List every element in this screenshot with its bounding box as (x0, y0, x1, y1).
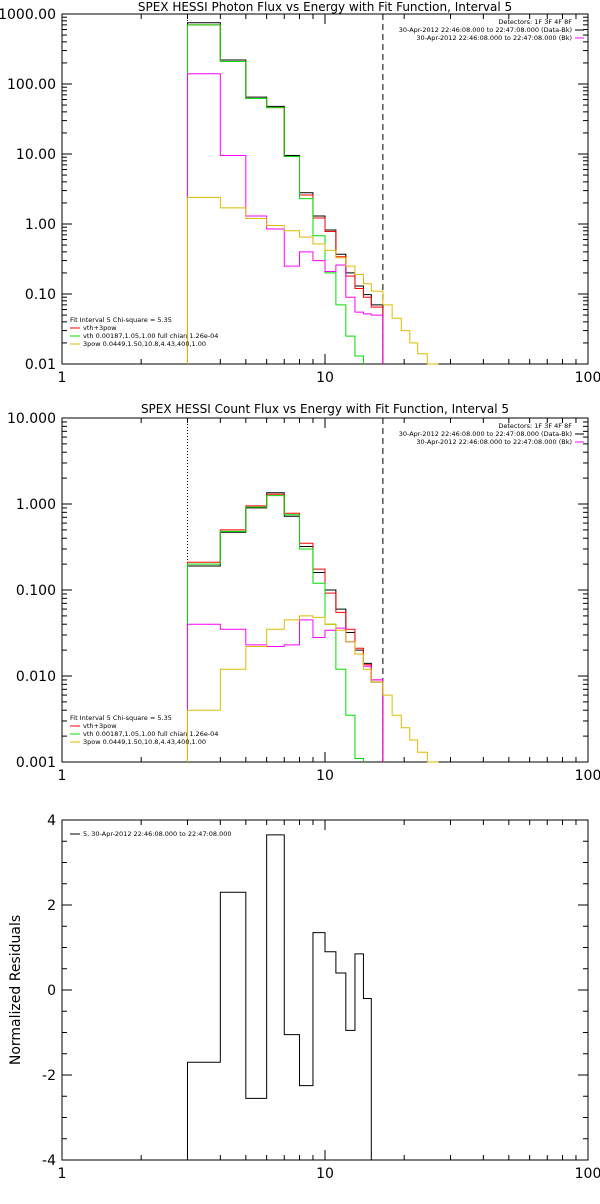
count-series-2 (186, 495, 364, 762)
photon-info-line: 30-Apr-2012 22:46:08.000 to 22:47:08.000… (399, 26, 572, 34)
count-series-0 (186, 492, 384, 762)
photon-legend-line: 3pow 0.0449,1.50,10.8,4.43,400,1.00 (83, 340, 206, 348)
residuals-xtick-label: 10 (316, 1166, 334, 1182)
photon-title: SPEX HESSI Photon Flux vs Energy with Fi… (138, 0, 512, 14)
photon-legend-line: vth+3pow (83, 324, 117, 332)
count-info-line: Detectors: 1F 3F 4F 8F (498, 422, 572, 430)
count-ytick-label: 0.001 (16, 755, 56, 771)
residuals-legend-line: 5, 30-Apr-2012 22:46:08.000 to 22:47:08.… (83, 830, 232, 838)
count-info-line: 30-Apr-2012 22:46:08.000 to 22:47:08.000… (416, 438, 572, 446)
residuals-xtick-label: 1 (58, 1166, 67, 1182)
photon-info-line: 30-Apr-2012 22:46:08.000 to 22:47:08.000… (416, 34, 572, 42)
count-title: SPEX HESSI Count Flux vs Energy with Fit… (141, 402, 509, 416)
count-xtick-label: 1 (58, 768, 67, 784)
count-ytick-label: 10.000 (7, 411, 56, 427)
photon-ytick-label: 10.00 (16, 147, 56, 163)
count-xtick-label: 10 (316, 768, 334, 784)
photon-series-1 (186, 24, 384, 364)
photon-ytick-label: 0.10 (25, 287, 56, 303)
photon-legend-line: Fit Interval 5 Chi-square = 5.35 (70, 316, 172, 324)
residuals-ytick-label: 0 (47, 983, 56, 999)
residuals-ytick-label: 2 (47, 898, 56, 914)
photon-axes-frame (61, 13, 589, 365)
count-ytick-label: 1.000 (16, 497, 56, 513)
photon-xtick-label: 10 (316, 370, 334, 386)
count-series-1 (186, 493, 384, 762)
count-series-4 (186, 615, 439, 763)
residuals-ytick-label: -4 (42, 1153, 56, 1169)
residuals-axes-frame (61, 819, 589, 1161)
count-ytick-label: 0.100 (16, 583, 56, 599)
photon-series-2 (186, 24, 364, 364)
photon-series-3 (186, 73, 384, 364)
count-series-3 (186, 619, 384, 762)
photon-ytick-label: 0.01 (25, 357, 56, 373)
photon-ytick-label: 100.00 (7, 77, 56, 93)
residuals-ytick-label: -2 (42, 1068, 56, 1084)
residuals-xtick-label: 100 (575, 1166, 600, 1182)
count-legend-line: vth 0.00187,1.05,1.00 full chian 1.26e-0… (83, 730, 218, 738)
photon-ytick-label: 1.00 (25, 217, 56, 233)
residuals-ylabel: Normalized Residuals (8, 915, 24, 1065)
photon-xtick-label: 100 (575, 370, 600, 386)
count-legend-line: 3pow 0.0449,1.50,10.8,4.43,400,1.00 (83, 738, 206, 746)
photon-info-line: Detectors: 1F 3F 4F 8F (498, 18, 572, 26)
photon-ytick-label: 1000.00 (0, 7, 56, 23)
count-info-line: 30-Apr-2012 22:46:08.000 to 22:47:08.000… (399, 430, 572, 438)
count-legend-line: Fit Interval 5 Chi-square = 5.35 (70, 714, 172, 722)
residuals-series-0 (186, 834, 372, 1160)
photon-series-4 (186, 196, 439, 365)
count-ytick-label: 0.010 (16, 669, 56, 685)
count-xtick-label: 100 (575, 768, 600, 784)
photon-xtick-label: 1 (58, 370, 67, 386)
residuals-ytick-label: 4 (47, 813, 56, 829)
photon-legend-line: vth 0.00187,1.05,1.00 full chian 1.26e-0… (83, 332, 218, 340)
count-legend-line: vth+3pow (83, 722, 117, 730)
